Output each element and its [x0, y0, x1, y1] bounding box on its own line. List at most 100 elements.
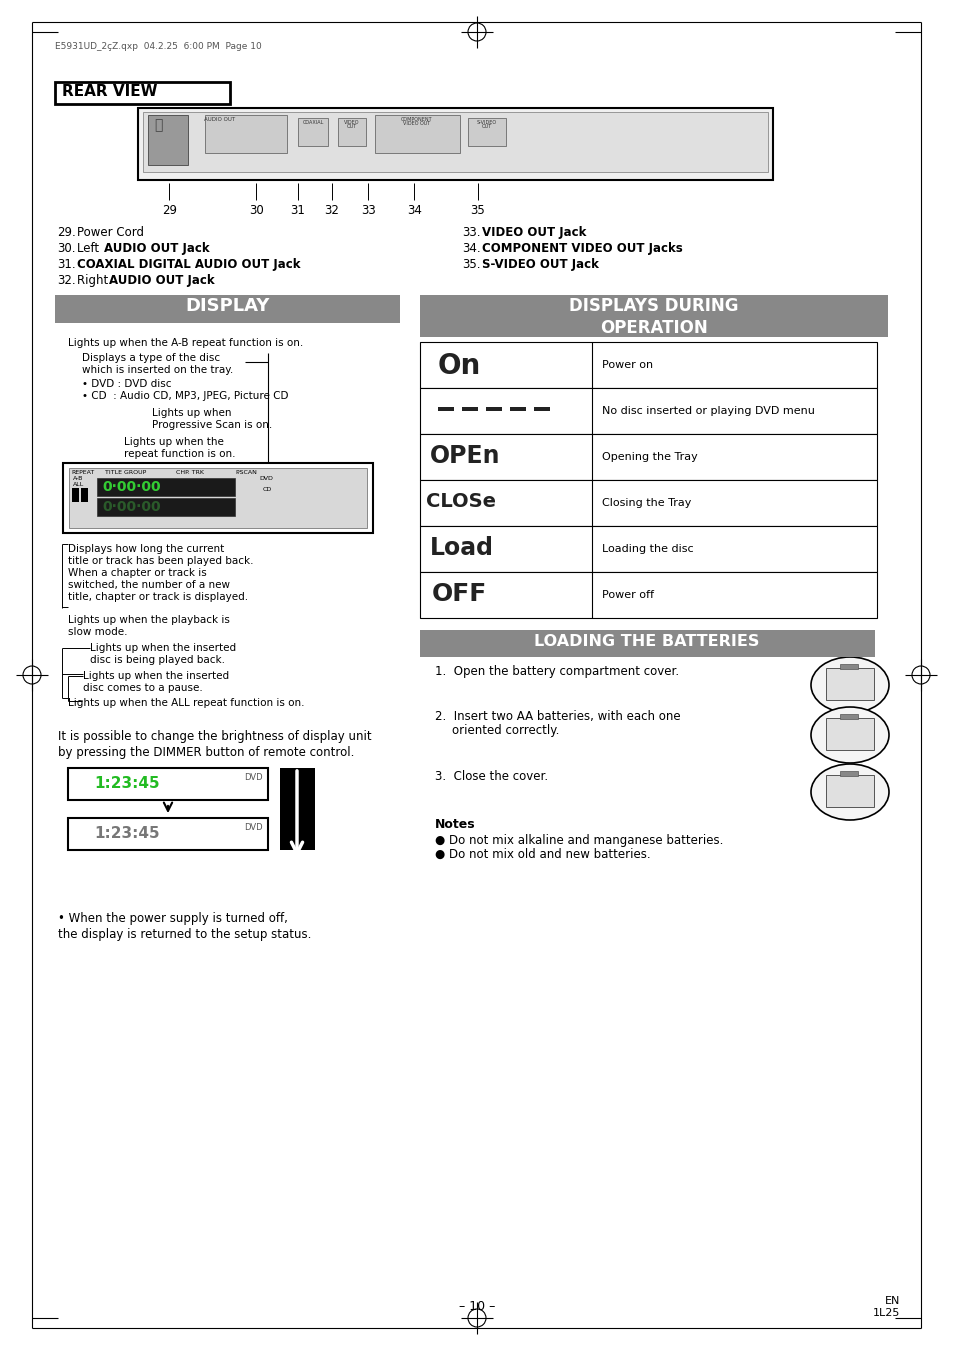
Text: No disc inserted or playing DVD menu: No disc inserted or playing DVD menu [601, 407, 814, 416]
Text: AUDIO OUT Jack: AUDIO OUT Jack [104, 242, 210, 255]
Text: REPEAT: REPEAT [71, 470, 94, 476]
Text: Load: Load [430, 536, 494, 561]
Text: Lights up when the: Lights up when the [124, 436, 224, 447]
Text: COAXIAL DIGITAL AUDIO OUT Jack: COAXIAL DIGITAL AUDIO OUT Jack [77, 258, 300, 272]
Bar [534, 407, 550, 411]
Polygon shape [71, 499, 85, 509]
Text: Opening the Tray: Opening the Tray [601, 453, 697, 462]
Text: CD: CD [263, 486, 272, 492]
Text: 1.  Open the battery compartment cover.: 1. Open the battery compartment cover. [435, 665, 679, 678]
Text: 2.  Insert two AA batteries, with each one: 2. Insert two AA batteries, with each on… [435, 711, 679, 723]
Text: Right: Right [77, 274, 112, 286]
Text: OFF: OFF [432, 582, 487, 607]
Text: OUT: OUT [347, 124, 356, 128]
Text: oriented correctly.: oriented correctly. [452, 724, 558, 738]
Text: Progressive Scan is on.: Progressive Scan is on. [152, 420, 272, 430]
Text: DISPLAY: DISPLAY [186, 297, 270, 315]
Text: On: On [437, 353, 480, 380]
Text: ● Do not mix old and new batteries.: ● Do not mix old and new batteries. [435, 848, 650, 861]
Text: CLOSe: CLOSe [426, 492, 496, 511]
Text: which is inserted on the tray.: which is inserted on the tray. [82, 365, 233, 376]
Text: 1:23:45: 1:23:45 [94, 775, 159, 790]
Text: disc is being played back.: disc is being played back. [90, 655, 225, 665]
Text: 29: 29 [162, 204, 177, 218]
Bar [510, 407, 525, 411]
Bar [825, 717, 873, 750]
Polygon shape [77, 832, 90, 844]
Bar [205, 115, 287, 153]
Bar [437, 407, 454, 411]
Bar [55, 295, 399, 323]
Text: 0·00·00: 0·00·00 [102, 480, 160, 494]
Text: ● Do not mix alkaline and manganese batteries.: ● Do not mix alkaline and manganese batt… [435, 834, 722, 847]
Bar [63, 463, 373, 534]
Text: A-B: A-B [73, 476, 83, 481]
Ellipse shape [212, 135, 216, 139]
Bar [419, 571, 876, 617]
Text: 33: 33 [360, 204, 375, 218]
Polygon shape [77, 782, 90, 794]
Text: DISPLAYS DURING
OPERATION: DISPLAYS DURING OPERATION [569, 297, 738, 338]
Text: Lights up when the ALL repeat function is on.: Lights up when the ALL repeat function i… [68, 698, 304, 708]
Text: VIDEO OUT Jack: VIDEO OUT Jack [481, 226, 586, 239]
Text: COMPONENT VIDEO OUT Jacks: COMPONENT VIDEO OUT Jacks [481, 242, 682, 255]
Text: switched, the number of a new: switched, the number of a new [68, 580, 230, 590]
Text: VIDEO: VIDEO [344, 120, 359, 126]
Text: S-VIDEO OUT Jack: S-VIDEO OUT Jack [481, 258, 598, 272]
Text: • CD  : Audio CD, MP3, JPEG, Picture CD: • CD : Audio CD, MP3, JPEG, Picture CD [82, 390, 288, 401]
Text: Displays how long the current: Displays how long the current [68, 544, 224, 554]
Text: DVD: DVD [244, 773, 262, 782]
Ellipse shape [810, 657, 888, 713]
Text: Lights up when the playback is: Lights up when the playback is [68, 615, 230, 626]
Text: 33.: 33. [461, 226, 480, 239]
Bar [143, 112, 767, 172]
Bar [419, 434, 876, 480]
Bar [97, 499, 234, 516]
Bar [138, 108, 772, 180]
Text: AUDIO OUT: AUDIO OUT [204, 118, 235, 122]
Text: AUDIO OUT Jack: AUDIO OUT Jack [109, 274, 214, 286]
Text: ALL: ALL [73, 482, 84, 486]
Bar [461, 407, 477, 411]
Text: Displays a type of the disc: Displays a type of the disc [82, 353, 220, 363]
Text: OPEn: OPEn [430, 444, 500, 467]
Bar [840, 713, 857, 719]
Bar [825, 775, 873, 807]
Text: – 10 –: – 10 – [458, 1300, 495, 1313]
Text: LOADING THE BATTERIES: LOADING THE BATTERIES [534, 634, 759, 648]
Text: P.SCAN: P.SCAN [234, 470, 256, 476]
Text: Lights up when: Lights up when [152, 408, 232, 417]
Text: title, chapter or track is displayed.: title, chapter or track is displayed. [68, 592, 248, 603]
Ellipse shape [810, 707, 888, 763]
Bar [840, 771, 857, 775]
Text: When a chapter or track is: When a chapter or track is [68, 567, 207, 578]
Text: Notes: Notes [435, 817, 476, 831]
Text: disc comes to a pause.: disc comes to a pause. [83, 684, 203, 693]
Text: Loading the disc: Loading the disc [601, 544, 693, 554]
Bar [280, 767, 314, 850]
Text: Left: Left [77, 242, 103, 255]
Bar [68, 767, 268, 800]
Text: 34.: 34. [461, 242, 480, 255]
Text: 31.: 31. [57, 258, 75, 272]
Text: It is possible to change the brightness of display unit
by pressing the DIMMER b: It is possible to change the brightness … [58, 730, 372, 759]
Text: Power off: Power off [601, 590, 654, 600]
Text: Lights up when the A-B repeat function is on.: Lights up when the A-B repeat function i… [68, 338, 303, 349]
Bar [148, 115, 188, 165]
Text: Power on: Power on [601, 359, 653, 370]
Text: COMPONENT: COMPONENT [401, 118, 433, 122]
Text: 1:23:45: 1:23:45 [94, 825, 159, 842]
Text: Power Cord: Power Cord [77, 226, 144, 239]
Text: REAR VIEW: REAR VIEW [62, 84, 157, 99]
Text: 30: 30 [249, 204, 263, 218]
Bar [97, 478, 234, 496]
Text: • When the power supply is turned off,
the display is returned to the setup stat: • When the power supply is turned off, t… [58, 912, 311, 942]
Text: repeat function is on.: repeat function is on. [124, 449, 235, 459]
Text: 0·00·00: 0·00·00 [102, 500, 160, 513]
Text: 29.: 29. [57, 226, 75, 239]
Bar [419, 342, 876, 388]
Text: OUT: OUT [481, 124, 492, 128]
Text: slow mode.: slow mode. [68, 627, 128, 638]
Text: DVD: DVD [244, 823, 262, 832]
Bar [419, 388, 876, 434]
